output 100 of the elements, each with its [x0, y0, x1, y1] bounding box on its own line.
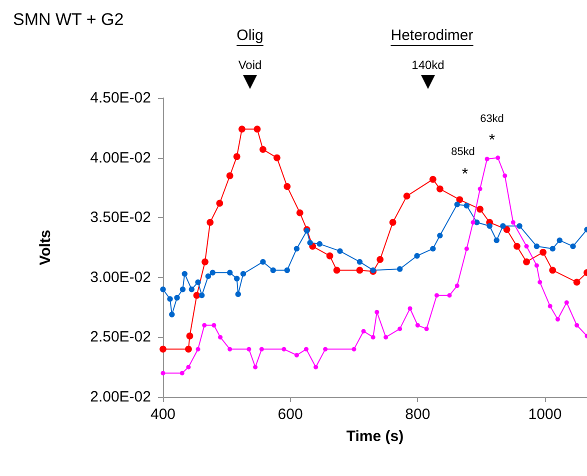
y-axis-title: Volts: [37, 230, 54, 266]
point: [374, 310, 380, 314]
point: [296, 209, 304, 216]
point: [454, 202, 460, 208]
point: [464, 202, 470, 208]
point: [398, 326, 402, 332]
y-tick-label: 3.50E-02: [90, 209, 151, 226]
point: [478, 186, 482, 192]
y-tick-label: 2.00E-02: [90, 388, 151, 406]
point: [502, 173, 508, 178]
point: [486, 223, 492, 229]
x-axis-title: Time (s): [346, 428, 404, 445]
point: [182, 270, 188, 277]
point: [534, 243, 540, 250]
point: [259, 346, 264, 352]
point: [408, 306, 412, 311]
point: [550, 246, 556, 252]
point: [370, 334, 376, 340]
point: [384, 334, 388, 340]
point: [323, 346, 328, 352]
point: [494, 237, 500, 244]
point: [206, 218, 214, 226]
point: [314, 364, 318, 370]
point: [470, 220, 476, 225]
point: [555, 317, 560, 322]
point: [476, 206, 484, 213]
point: [464, 246, 469, 251]
point: [234, 276, 240, 282]
point: [284, 183, 291, 190]
point: [169, 312, 175, 318]
point: [246, 346, 252, 352]
point: [548, 304, 552, 308]
point: [160, 370, 166, 376]
point: [294, 246, 300, 252]
point: [196, 346, 200, 352]
point: [516, 223, 522, 229]
point: [274, 154, 280, 162]
chart-title: SMN WT + G2: [13, 10, 124, 29]
point: [503, 226, 510, 234]
point: [186, 332, 194, 340]
x-tick-label: 400: [150, 406, 176, 423]
point: [167, 296, 173, 302]
point: [282, 346, 286, 352]
point: [484, 156, 490, 162]
point: [316, 241, 322, 247]
point: [185, 346, 192, 353]
x-tick-label: 600: [278, 406, 303, 423]
point: [240, 270, 246, 277]
point: [160, 286, 166, 292]
point: [307, 240, 313, 246]
point: [454, 284, 460, 288]
point: [304, 346, 308, 352]
point: [238, 126, 246, 133]
point: [260, 146, 266, 153]
point: [174, 294, 180, 301]
point: [216, 200, 224, 207]
text: Heterodimer: [390, 27, 474, 44]
point: [195, 279, 201, 286]
x-tick-label: 800: [405, 406, 430, 423]
text: Void: [238, 58, 262, 72]
point: [284, 267, 290, 274]
point: [210, 270, 216, 276]
point: [226, 172, 234, 180]
point: [500, 223, 506, 229]
point: [352, 346, 356, 352]
point: [180, 286, 186, 292]
point: [573, 278, 580, 286]
annotation: *: [462, 166, 468, 184]
point: [534, 263, 539, 268]
point: [437, 232, 443, 238]
point: [549, 266, 556, 274]
point: [514, 242, 520, 250]
point: [218, 334, 223, 340]
point: [233, 153, 240, 160]
point: [254, 126, 261, 133]
point: [186, 364, 191, 370]
annotation: *: [488, 132, 496, 150]
point: [496, 156, 500, 160]
point: [160, 346, 166, 353]
point: [202, 322, 207, 328]
point: [564, 300, 569, 305]
point: [356, 259, 363, 265]
point: [570, 243, 576, 250]
point: [389, 218, 396, 226]
point: [260, 259, 266, 265]
point: [205, 273, 212, 280]
y-tick-label: 2.50E-02: [90, 328, 151, 346]
point: [227, 270, 233, 276]
point: [202, 258, 208, 266]
point: [235, 291, 241, 297]
point: [376, 256, 384, 263]
point: [430, 246, 436, 252]
point: [523, 258, 530, 266]
point: [337, 248, 343, 254]
y-tick-label: 4.00E-02: [90, 149, 151, 166]
point: [212, 322, 216, 328]
point: [253, 364, 258, 370]
point: [556, 237, 562, 244]
y-tick-label: 4.50E-02: [90, 90, 151, 106]
point: [540, 248, 547, 256]
